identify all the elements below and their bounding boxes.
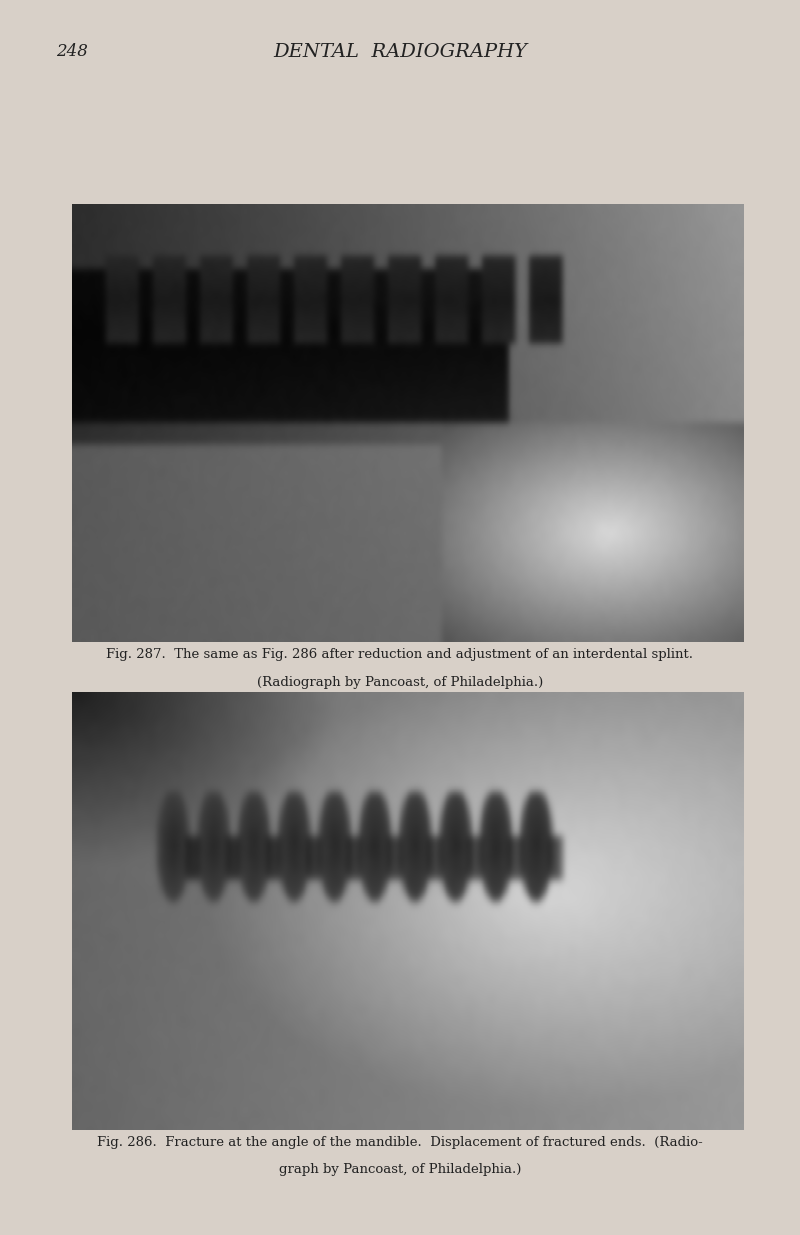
- Text: Fig. 287.  The same as Fig. 286 after reduction and adjustment of an interdental: Fig. 287. The same as Fig. 286 after red…: [106, 648, 694, 662]
- Text: (Radiograph by Pancoast, of Philadelphia.): (Radiograph by Pancoast, of Philadelphia…: [257, 676, 543, 689]
- Text: DENTAL  RADIOGRAPHY: DENTAL RADIOGRAPHY: [273, 43, 527, 62]
- Text: Fig. 286.  Fracture at the angle of the mandible.  Displacement of fractured end: Fig. 286. Fracture at the angle of the m…: [97, 1136, 703, 1150]
- Text: 248: 248: [56, 43, 88, 61]
- Text: graph by Pancoast, of Philadelphia.): graph by Pancoast, of Philadelphia.): [279, 1163, 521, 1177]
